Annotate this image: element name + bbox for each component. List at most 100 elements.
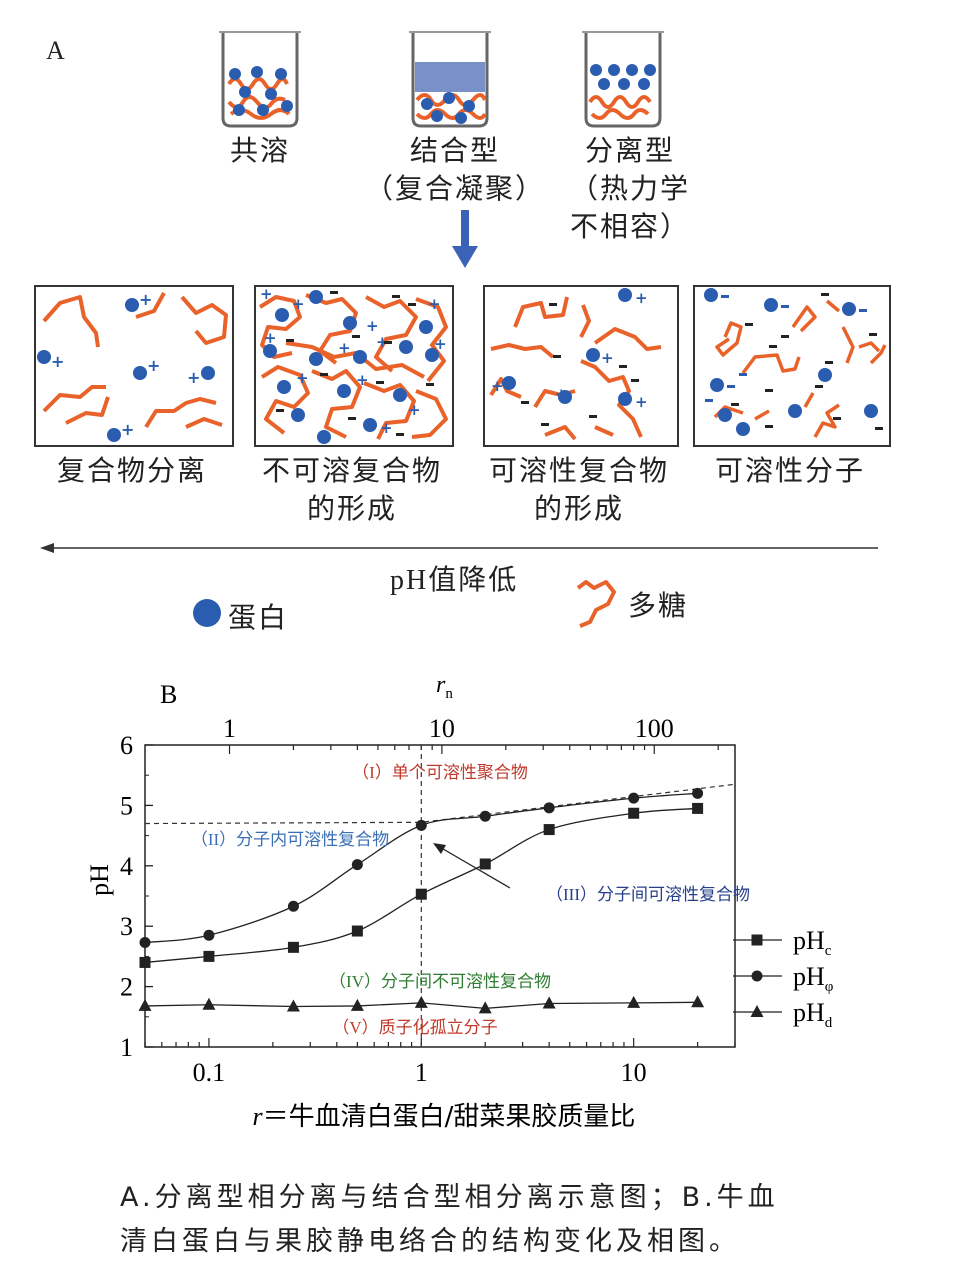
beaker-segregative xyxy=(582,31,664,128)
ph-decrease-arrow xyxy=(40,543,878,553)
circle-marker xyxy=(479,810,491,822)
triangle-marker xyxy=(286,999,300,1012)
triangle-marker xyxy=(350,998,364,1011)
svg-text:+: + xyxy=(338,339,351,357)
circle-marker xyxy=(692,787,704,799)
axis-ticks: 1 2 3 4 5 6 0.1 1 10 1 10 100 xyxy=(120,714,736,1087)
svg-text:+: + xyxy=(635,393,648,411)
svg-text:+: + xyxy=(264,329,277,347)
series-layer xyxy=(138,787,705,1014)
legend-label: pHφ xyxy=(793,962,834,995)
legend-label: pHd xyxy=(793,998,833,1031)
ph-decrease-label: pH值降低 xyxy=(390,565,519,596)
top-tick-label: 1 xyxy=(223,714,236,743)
triangle-marker xyxy=(478,1001,492,1014)
beaker-associative xyxy=(409,31,491,128)
series-triangle xyxy=(138,995,705,1014)
svg-text:+: + xyxy=(292,295,305,313)
region-label-4: （IV）分子间不可溶性复合物 xyxy=(329,972,551,991)
square-marker xyxy=(692,802,704,814)
svg-text:+: + xyxy=(147,356,160,375)
square-marker xyxy=(543,824,555,836)
svg-text:+: + xyxy=(491,377,504,395)
circle-marker xyxy=(203,929,215,941)
box-label-insoluble-complex: 不可溶复合物 的形成 xyxy=(261,454,442,525)
box-soluble-complex: + + + + + xyxy=(483,285,679,447)
panel-b-letter: B xyxy=(160,680,177,709)
triangle-marker xyxy=(627,995,641,1008)
svg-text:+: + xyxy=(380,419,393,437)
y-tick-label: 1 xyxy=(120,1033,133,1062)
phase-diagram-chart: B rn 1 2 3 4 5 6 0.1 1 10 1 10 100 （I）单个可溶性聚合物 （II）分… xyxy=(85,672,834,1132)
circle-marker xyxy=(751,970,763,982)
circle-marker xyxy=(628,792,640,804)
svg-text:+: + xyxy=(408,401,421,419)
svg-text:+: + xyxy=(260,287,273,303)
svg-text:+: + xyxy=(139,290,152,309)
square-marker xyxy=(415,888,427,900)
top-axis-label: rn xyxy=(436,672,453,702)
panel-a-letter: A xyxy=(46,36,65,65)
square-marker xyxy=(479,858,491,870)
triangle-marker xyxy=(542,996,556,1009)
svg-text:+: + xyxy=(121,420,134,439)
y-tick-label: 4 xyxy=(120,852,133,881)
svg-text:+: + xyxy=(434,335,447,353)
square-marker xyxy=(628,807,640,819)
region-label-5: （V）质子化孤立分子 xyxy=(332,1018,497,1037)
circle-marker xyxy=(139,937,151,949)
region-label-1: （I）单个可溶性聚合物 xyxy=(352,763,528,782)
box-insoluble-complex: + + + + + + + + + + + + xyxy=(254,285,454,447)
box-soluble-molecules xyxy=(693,285,891,447)
beaker-co-soluble xyxy=(219,31,301,128)
svg-text:+: + xyxy=(356,371,369,389)
x-tick-label: 0.1 xyxy=(193,1058,226,1087)
beaker-label-associative: 结合型 （复合凝聚） xyxy=(365,134,546,205)
triangle-marker xyxy=(750,1005,764,1017)
svg-text:+: + xyxy=(296,369,309,387)
protein-legend-icon xyxy=(193,599,221,627)
y-tick-label: 6 xyxy=(120,731,133,760)
x-axis-label: r＝牛血清白蛋白/甜菜果胶质量比 xyxy=(253,1102,636,1132)
svg-text:+: + xyxy=(366,317,379,335)
y-tick-label: 3 xyxy=(120,912,133,941)
beaker-label-co-soluble: 共溶 xyxy=(229,134,290,167)
down-arrow-icon xyxy=(452,210,478,268)
triangle-marker xyxy=(202,997,216,1010)
circle-marker xyxy=(543,802,555,814)
svg-text:+: + xyxy=(428,295,441,313)
square-marker xyxy=(287,941,299,953)
legend-protein-label: 蛋白 xyxy=(228,601,289,634)
circle-marker xyxy=(287,900,299,912)
box-label-soluble-complex: 可溶性复合物 的形成 xyxy=(488,454,669,525)
series-circle xyxy=(139,787,704,949)
polysaccharide-legend-icon xyxy=(576,580,616,628)
region-label-2: （II）分子内可溶性复合物 xyxy=(191,830,389,849)
square-marker xyxy=(203,950,215,962)
box-label-soluble-molecules: 可溶性分子 xyxy=(714,454,865,487)
triangle-marker xyxy=(138,998,152,1011)
svg-text:+: + xyxy=(51,352,64,371)
svg-text:+: + xyxy=(601,349,614,367)
legend-label: pHc xyxy=(793,926,832,959)
figure-caption: A.分离型相分离与结合型相分离示意图；B.牛血 清白蛋白与果胶静电络合的结构变化… xyxy=(120,1182,779,1257)
y-tick-label: 2 xyxy=(120,973,133,1002)
svg-text:+: + xyxy=(187,368,200,387)
x-tick-label: 10 xyxy=(621,1058,647,1087)
box-complex-separation: + + + + + xyxy=(34,285,234,447)
svg-text:+: + xyxy=(555,385,568,403)
svg-text:+: + xyxy=(376,333,389,351)
region-iii-pointer xyxy=(433,843,511,889)
triangle-marker xyxy=(691,995,705,1008)
square-marker xyxy=(751,934,763,946)
y-axis-label: pH xyxy=(85,864,114,896)
svg-text:+: + xyxy=(635,289,648,307)
square-marker xyxy=(351,925,363,937)
region-label-3: （III）分子间可溶性复合物 xyxy=(546,885,750,904)
top-tick-label: 100 xyxy=(635,714,674,743)
square-marker xyxy=(139,956,151,968)
circle-marker xyxy=(415,819,427,831)
beaker-label-segregative: 分离型 （热力学 不相容） xyxy=(569,134,690,243)
boundary-dashed-line xyxy=(144,783,736,825)
